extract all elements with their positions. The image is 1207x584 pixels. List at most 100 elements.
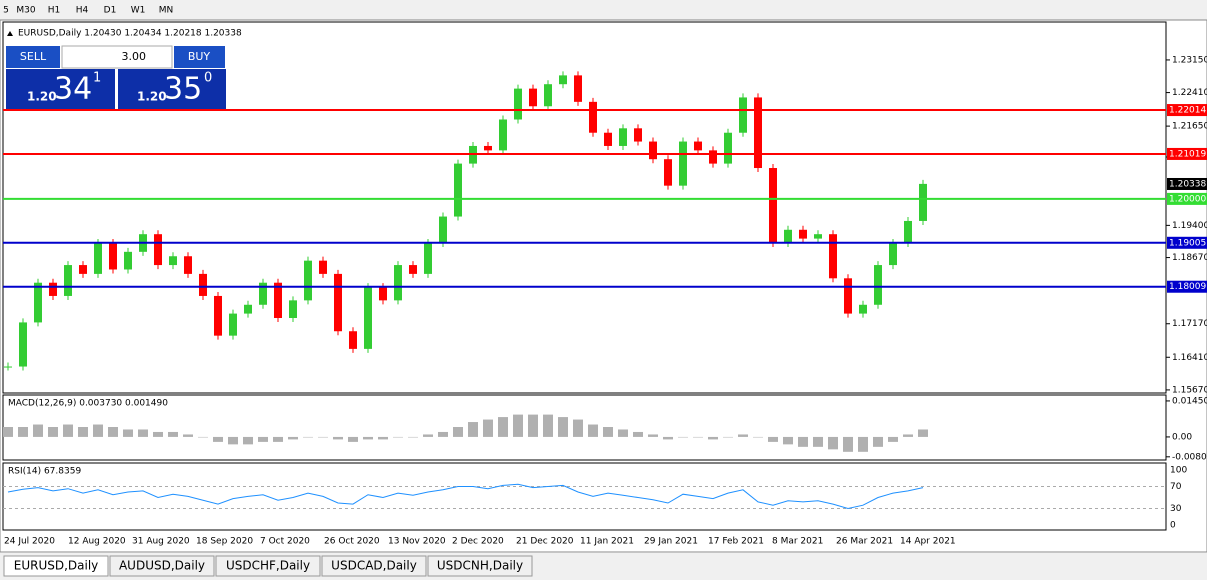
date-label: 12 Aug 2020 [68,537,126,547]
candle-body [514,88,522,120]
macd-bar [873,436,883,447]
buy-button[interactable] [174,46,225,68]
macd-bar [693,436,703,438]
macd-bar [558,417,568,437]
y-tick-label: 100 [1170,466,1187,476]
macd-bar [258,436,268,442]
candle-body [319,260,327,274]
y-tick-label: 1.23150 [1172,55,1207,65]
macd-title: MACD(12,26,9) 0.003730 0.001490 [8,399,168,409]
timeframe-button[interactable]: MN [159,6,174,16]
timeframe-button[interactable]: D1 [104,6,117,16]
level-label: 1.19005 [1169,238,1206,248]
current-price: 1.20338 [1169,179,1206,189]
candle-body [874,265,882,305]
buy-price-box[interactable] [118,69,226,109]
candle-body [664,159,672,186]
macd-bar [498,417,508,437]
macd-bar [18,427,28,437]
rsi-line [7,483,924,510]
macd-bar [513,414,523,437]
candle-body [34,282,42,323]
chart-tab[interactable] [427,555,533,577]
macd-bar [3,427,13,437]
level-label-box [1167,147,1207,160]
candle-body [124,251,132,270]
level-label: 1.18009 [1169,282,1206,292]
date-label: 26 Mar 2021 [836,537,893,547]
candle-body [169,256,177,266]
macd-bar [48,427,58,437]
candle-body [199,273,207,296]
timeframe-button[interactable]: 5 [3,6,9,16]
macd-bar [393,436,403,438]
macd-bar [363,436,373,440]
candle-body [649,141,657,160]
rsi-pane [2,462,1167,531]
toolbar [0,0,1207,20]
candle-body [814,234,822,239]
candle-body [364,287,372,349]
candle-body [499,119,507,151]
candle-body [604,132,612,146]
y-tick-label: 0 [1170,521,1176,531]
candle-body [679,141,687,186]
timeframe-button[interactable]: H1 [48,6,61,16]
candle-body [694,141,702,151]
candle-body [889,243,897,266]
macd-bar [228,436,238,445]
macd-bar [183,434,193,437]
sell-prefix: 1.20 [27,90,57,104]
candle-body [289,300,297,319]
macd-bar [888,436,898,442]
candle-body [64,265,72,296]
y-tick-label: 30 [1170,504,1182,514]
chart-tab[interactable] [109,555,215,577]
y-tick-label: 1.21650 [1172,122,1207,132]
sell-price-box[interactable] [6,69,115,109]
macd-bar [33,424,43,437]
candle-body [229,313,237,336]
candle-body [724,132,732,164]
macd-bar [633,431,643,437]
timeframe-button[interactable]: H4 [76,6,89,16]
candle-body [634,128,642,142]
y-tick-label: 70 [1170,482,1182,492]
macd-pane [2,394,1167,461]
candle-body [409,265,417,274]
level-label-box [1167,236,1207,249]
sell-button[interactable] [6,46,60,68]
macd-bar [858,436,868,452]
macd-bar [843,436,853,452]
macd-bar [648,434,658,437]
macd-bar [168,431,178,437]
timeframe-button[interactable]: M30 [16,6,35,16]
buy-prefix: 1.20 [137,90,167,104]
candle-body [349,331,357,349]
macd-bar [348,436,358,442]
candle-body [79,265,87,274]
macd-bar [63,424,73,437]
chart-tab[interactable] [321,555,427,577]
macd-bar [288,436,298,440]
candle-body [544,84,552,107]
timeframe-button[interactable]: W1 [131,6,146,16]
macd-bar [528,414,538,437]
chart-tab[interactable] [215,555,321,577]
candle-body [799,229,807,239]
macd-bar [618,429,628,437]
chart-tab[interactable] [3,555,109,577]
candle-body [859,304,867,314]
y-tick-label: -0.008016 [1172,452,1207,462]
rsi-title: RSI(14) 67.8359 [8,467,81,477]
y-tick-label: 0.00 [1172,432,1192,442]
macd-bar [153,431,163,437]
candle-body [154,234,162,266]
buy-sup: 0 [204,71,212,86]
lot-input[interactable] [61,45,173,69]
candle-body [334,273,342,332]
macd-bar [123,429,133,437]
candle-body [379,287,387,301]
candle-body [274,282,282,319]
